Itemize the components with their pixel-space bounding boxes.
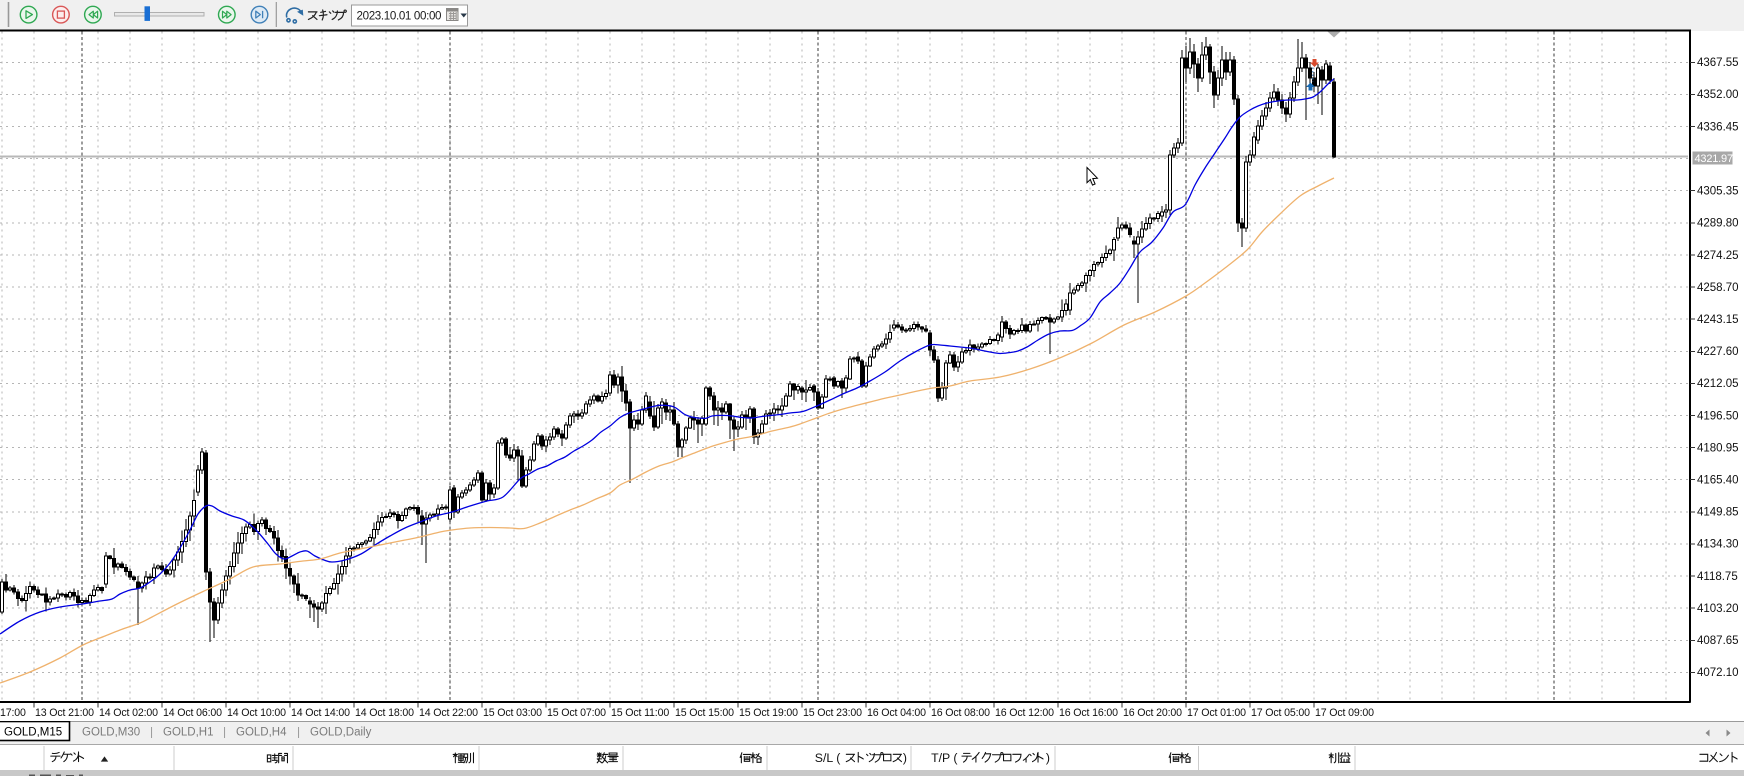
svg-text:|: | <box>297 725 300 739</box>
svg-text:4367.55: 4367.55 <box>1697 57 1739 69</box>
svg-text:4087.65: 4087.65 <box>1697 635 1739 647</box>
svg-text:13 Oct 21:00: 13 Oct 21:00 <box>35 707 94 719</box>
svg-text:): ) <box>903 751 907 765</box>
svg-text:GOLD,Daily: GOLD,Daily <box>310 727 372 739</box>
svg-text:4196.50: 4196.50 <box>1697 410 1739 422</box>
svg-text:): ) <box>1046 751 1050 765</box>
svg-text:16 Oct 12:00: 16 Oct 12:00 <box>995 707 1054 719</box>
svg-text:4305.35: 4305.35 <box>1697 186 1739 198</box>
svg-text:14 Oct 10:00: 14 Oct 10:00 <box>227 707 286 719</box>
svg-text:17 Oct 09:00: 17 Oct 09:00 <box>1315 707 1374 719</box>
svg-text:|: | <box>150 725 153 739</box>
svg-text:4134.30: 4134.30 <box>1697 539 1739 551</box>
svg-text:4321.97: 4321.97 <box>1695 153 1733 165</box>
svg-text:16 Oct 08:00: 16 Oct 08:00 <box>931 707 990 719</box>
svg-text:4118.75: 4118.75 <box>1697 571 1738 583</box>
svg-text:GOLD,M15: GOLD,M15 <box>4 727 62 739</box>
svg-text:15 Oct 23:00: 15 Oct 23:00 <box>803 707 862 719</box>
svg-text:GOLD,M30: GOLD,M30 <box>82 727 140 739</box>
svg-text:4274.25: 4274.25 <box>1697 250 1739 262</box>
svg-text:4243.15: 4243.15 <box>1697 314 1739 326</box>
svg-text:4258.70: 4258.70 <box>1697 282 1739 294</box>
svg-text:4072.10: 4072.10 <box>1697 667 1739 679</box>
svg-text:14 Oct 22:00: 14 Oct 22:00 <box>419 707 478 719</box>
svg-text:4289.80: 4289.80 <box>1697 218 1739 230</box>
svg-text:|: | <box>223 725 226 739</box>
svg-text:14 Oct 14:00: 14 Oct 14:00 <box>291 707 350 719</box>
svg-text:17:00: 17:00 <box>0 707 26 719</box>
svg-text:T/P (: T/P ( <box>931 751 958 765</box>
svg-text:4336.45: 4336.45 <box>1697 121 1739 133</box>
svg-text:4352.00: 4352.00 <box>1697 89 1739 101</box>
svg-text:S/L (: S/L ( <box>815 751 841 765</box>
svg-text:4212.05: 4212.05 <box>1697 378 1739 390</box>
svg-text:15 Oct 15:00: 15 Oct 15:00 <box>675 707 734 719</box>
svg-text:GOLD,H4: GOLD,H4 <box>236 727 287 739</box>
svg-text:16 Oct 04:00: 16 Oct 04:00 <box>867 707 926 719</box>
svg-text:15 Oct 07:00: 15 Oct 07:00 <box>547 707 606 719</box>
svg-text:16 Oct 16:00: 16 Oct 16:00 <box>1059 707 1118 719</box>
svg-text:4180.95: 4180.95 <box>1697 442 1739 454</box>
svg-text:17 Oct 05:00: 17 Oct 05:00 <box>1251 707 1310 719</box>
svg-text:4227.60: 4227.60 <box>1697 346 1739 358</box>
svg-text:17 Oct 01:00: 17 Oct 01:00 <box>1187 707 1246 719</box>
svg-text:14 Oct 06:00: 14 Oct 06:00 <box>163 707 222 719</box>
svg-text:14 Oct 18:00: 14 Oct 18:00 <box>355 707 414 719</box>
svg-text:2023.10.01 00:00: 2023.10.01 00:00 <box>357 10 442 23</box>
svg-text:16 Oct 20:00: 16 Oct 20:00 <box>1123 707 1182 719</box>
svg-text:4149.85: 4149.85 <box>1697 507 1739 519</box>
svg-text:4103.20: 4103.20 <box>1697 603 1739 615</box>
svg-text:15 Oct 03:00: 15 Oct 03:00 <box>483 707 542 719</box>
svg-text:15 Oct 19:00: 15 Oct 19:00 <box>739 707 798 719</box>
svg-text:15 Oct 11:00: 15 Oct 11:00 <box>611 707 669 719</box>
svg-text:14 Oct 02:00: 14 Oct 02:00 <box>99 707 158 719</box>
svg-text:GOLD,H1: GOLD,H1 <box>163 727 214 739</box>
svg-text:4165.40: 4165.40 <box>1697 475 1739 487</box>
